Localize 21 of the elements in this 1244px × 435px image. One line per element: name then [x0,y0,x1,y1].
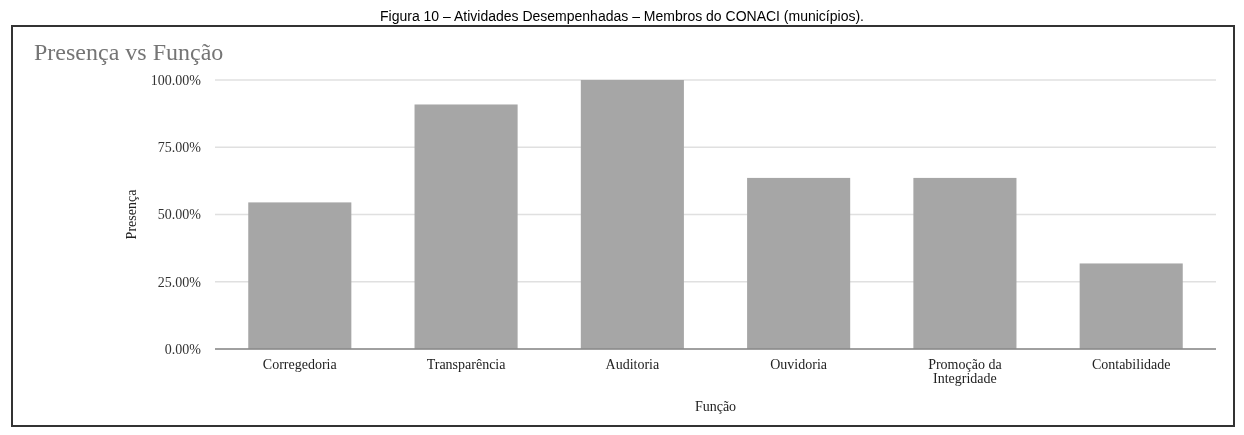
bar [580,80,684,349]
bar [913,177,1017,349]
x-tick-label: Promoção da Integridade [928,357,1003,386]
bar [248,202,352,349]
y-axis-title: Presença [124,188,139,240]
x-tick-label: Transparência [426,357,507,372]
y-tick-label: 25.00% [157,274,202,290]
x-tick-label: Contabilidade [1091,357,1171,372]
x-tick-label: Ouvidoria [770,357,828,372]
bar [1079,263,1183,349]
text: Figura 10 – Atividades Desempenhadas – Membros do CONACI (municípios). [380,8,864,24]
x-tick-label: Auditoria [605,357,660,372]
bar [747,177,851,349]
y-tick-label: 0.00% [164,341,202,357]
chart-title: Presença vs Função [34,39,224,65]
x-tick-label: Corregedoria [262,357,338,372]
x-axis-title: Função [694,399,737,414]
y-tick-label: 50.00% [157,207,202,223]
y-tick-label: 100.00% [150,72,202,88]
y-tick-label: 75.00% [157,140,202,156]
bar [414,104,518,349]
